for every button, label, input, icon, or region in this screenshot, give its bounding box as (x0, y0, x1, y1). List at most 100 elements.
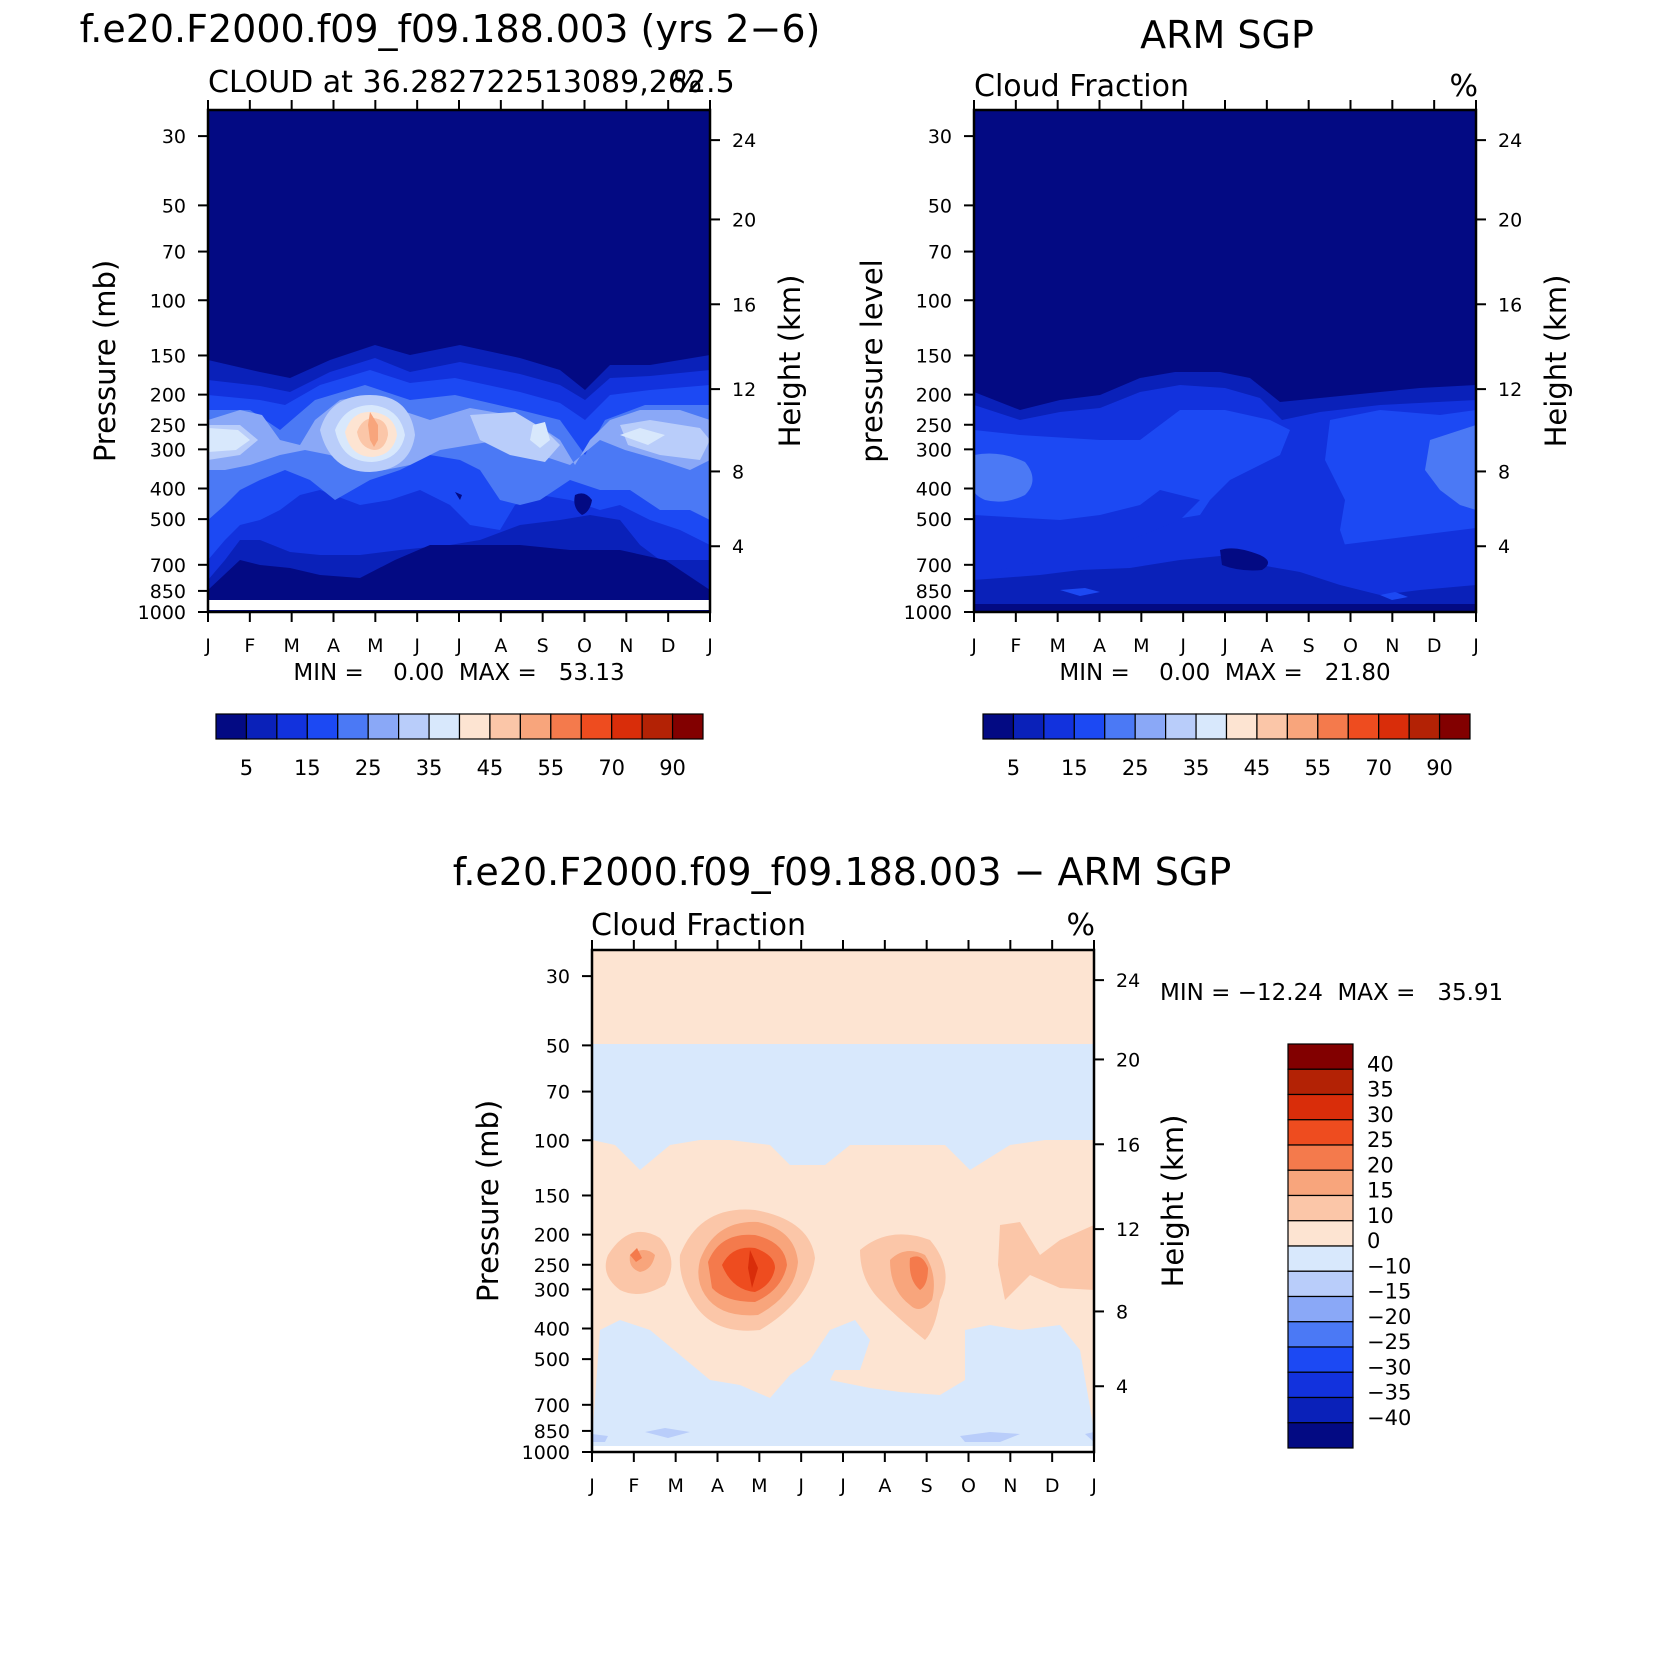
colorbar-swatch (1287, 1371, 1354, 1399)
panel-diff-plot (590, 948, 1096, 1454)
colorbar-label: 40 (1367, 1052, 1394, 1076)
colorbar-label: 35 (1367, 1078, 1394, 1102)
colorbar-swatch (1287, 1245, 1354, 1272)
x-tick-label: F (1010, 635, 1021, 657)
colorbar-swatch (1287, 1220, 1354, 1247)
x-tick-label: F (628, 1475, 639, 1497)
colorbar-swatch (337, 713, 369, 740)
y-tick-label: 30 (928, 126, 952, 148)
x-tick-label: A (878, 1475, 891, 1497)
colorbar-swatch (1195, 713, 1228, 740)
x-tick-label: J (204, 635, 211, 657)
y2-tick-label: 24 (1116, 970, 1140, 992)
colorbar-label: −15 (1367, 1280, 1411, 1304)
panel-arm-title: ARM SGP (1140, 13, 1314, 57)
y2-tick-label: 20 (732, 209, 756, 231)
colorbar-swatch (1287, 1422, 1354, 1449)
y-tick-label: 1000 (138, 602, 186, 624)
colorbar-swatch (1408, 713, 1441, 740)
x-tick-label: A (327, 635, 340, 657)
x-tick-label: S (537, 635, 549, 657)
y2-tick-label: 16 (1498, 294, 1522, 316)
x-tick-label: M (667, 1475, 683, 1497)
colorbar-label: 30 (1367, 1103, 1394, 1127)
x-tick-label: A (711, 1475, 724, 1497)
colorbar-swatch (245, 713, 278, 740)
colorbar-label: 20 (1367, 1153, 1394, 1177)
colorbar-label: 55 (537, 756, 564, 780)
y2-tick-label: 20 (1116, 1049, 1140, 1071)
y-tick-label: 850 (150, 581, 186, 603)
x-tick-label: A (1093, 635, 1106, 657)
colorbar-swatch (1225, 713, 1258, 740)
panel-diff: f.e20.F2000.f09_f09.188.003 − ARM SGP Cl… (453, 850, 1503, 1497)
y-tick-label: 500 (916, 509, 952, 531)
x-tick-label: D (1045, 1475, 1060, 1497)
colorbar-swatch (1287, 1093, 1354, 1121)
colorbar-swatch (1287, 1068, 1354, 1096)
y-tick-label: 250 (916, 415, 952, 437)
colorbar-swatch (1073, 713, 1106, 740)
x-tick-label: O (961, 1475, 976, 1497)
y-tick-label: 150 (534, 1185, 570, 1207)
colorbar-swatch (641, 713, 674, 740)
colorbar-swatch (1287, 1144, 1354, 1171)
y-tick-label: 400 (916, 479, 952, 501)
colorbar-label: 45 (477, 756, 504, 780)
y-tick-label: 1000 (904, 602, 952, 624)
colorbar-label: −10 (1367, 1254, 1411, 1278)
colorbar-swatch (306, 713, 339, 740)
colorbar-swatch (1165, 713, 1197, 740)
y-tick-label: 300 (916, 439, 952, 461)
colorbar-swatch (671, 713, 704, 740)
colorbar-swatch (1438, 713, 1471, 740)
y-tick-label: 400 (150, 479, 186, 501)
y2-tick-label: 16 (732, 294, 756, 316)
colorbar-label: 5 (240, 756, 253, 780)
colorbar-label: 15 (294, 756, 321, 780)
panel-diff-subtitle: Cloud Fraction (591, 908, 806, 943)
y2-tick-label: 12 (1116, 1219, 1140, 1241)
colorbar-label: 90 (659, 756, 686, 780)
panel-arm-plot (972, 108, 1478, 614)
y-tick-label: 50 (928, 195, 952, 217)
colorbar-label: 25 (1367, 1128, 1394, 1152)
colorbar-swatch (1378, 713, 1410, 740)
y2-tick-label: 20 (1498, 209, 1522, 231)
panel-diff-ylabel: Pressure (mb) (471, 1100, 505, 1302)
colorbar-swatch (1287, 1194, 1354, 1222)
colorbar-label: 35 (416, 756, 443, 780)
colorbar-swatch (1317, 713, 1349, 740)
panel-model-ylabel: Pressure (mb) (88, 260, 122, 462)
x-tick-label: A (494, 635, 507, 657)
y-tick-label: 200 (916, 385, 952, 407)
x-tick-label: O (577, 635, 592, 657)
colorbar-label: 35 (1183, 756, 1210, 780)
y-tick-label: 100 (916, 290, 952, 312)
x-tick-label: D (1427, 635, 1442, 657)
x-tick-label: J (1221, 635, 1228, 657)
panel-model-y2label: Height (km) (773, 275, 807, 448)
y2-tick-label: 8 (1116, 1301, 1128, 1323)
x-tick-label: J (1090, 1475, 1097, 1497)
colorbar-swatch (215, 713, 248, 740)
colorbar-label: 45 (1244, 756, 1271, 780)
colorbar-swatch (1287, 1270, 1354, 1298)
colorbar-swatch (1043, 713, 1075, 740)
y-tick-label: 1000 (522, 1442, 570, 1464)
y-tick-label: 300 (534, 1279, 570, 1301)
y2-tick-label: 12 (1498, 379, 1522, 401)
colorbar-label: −25 (1367, 1330, 1411, 1354)
y2-tick-label: 24 (1498, 130, 1522, 152)
panel-arm-y2label: Height (km) (1539, 275, 1573, 448)
colorbar-label: −35 (1367, 1381, 1411, 1405)
panel-model-title: f.e20.F2000.f09_f09.188.003 (yrs 2−6) (80, 7, 821, 51)
y-tick-label: 250 (534, 1255, 570, 1277)
colorbar-swatch (1104, 713, 1136, 740)
colorbar-swatch (428, 713, 461, 740)
colorbar-label: 15 (1367, 1179, 1394, 1203)
panel-diff-units: % (1066, 908, 1095, 943)
colorbar-label: 15 (1061, 756, 1088, 780)
colorbar-swatch (1287, 1043, 1354, 1070)
